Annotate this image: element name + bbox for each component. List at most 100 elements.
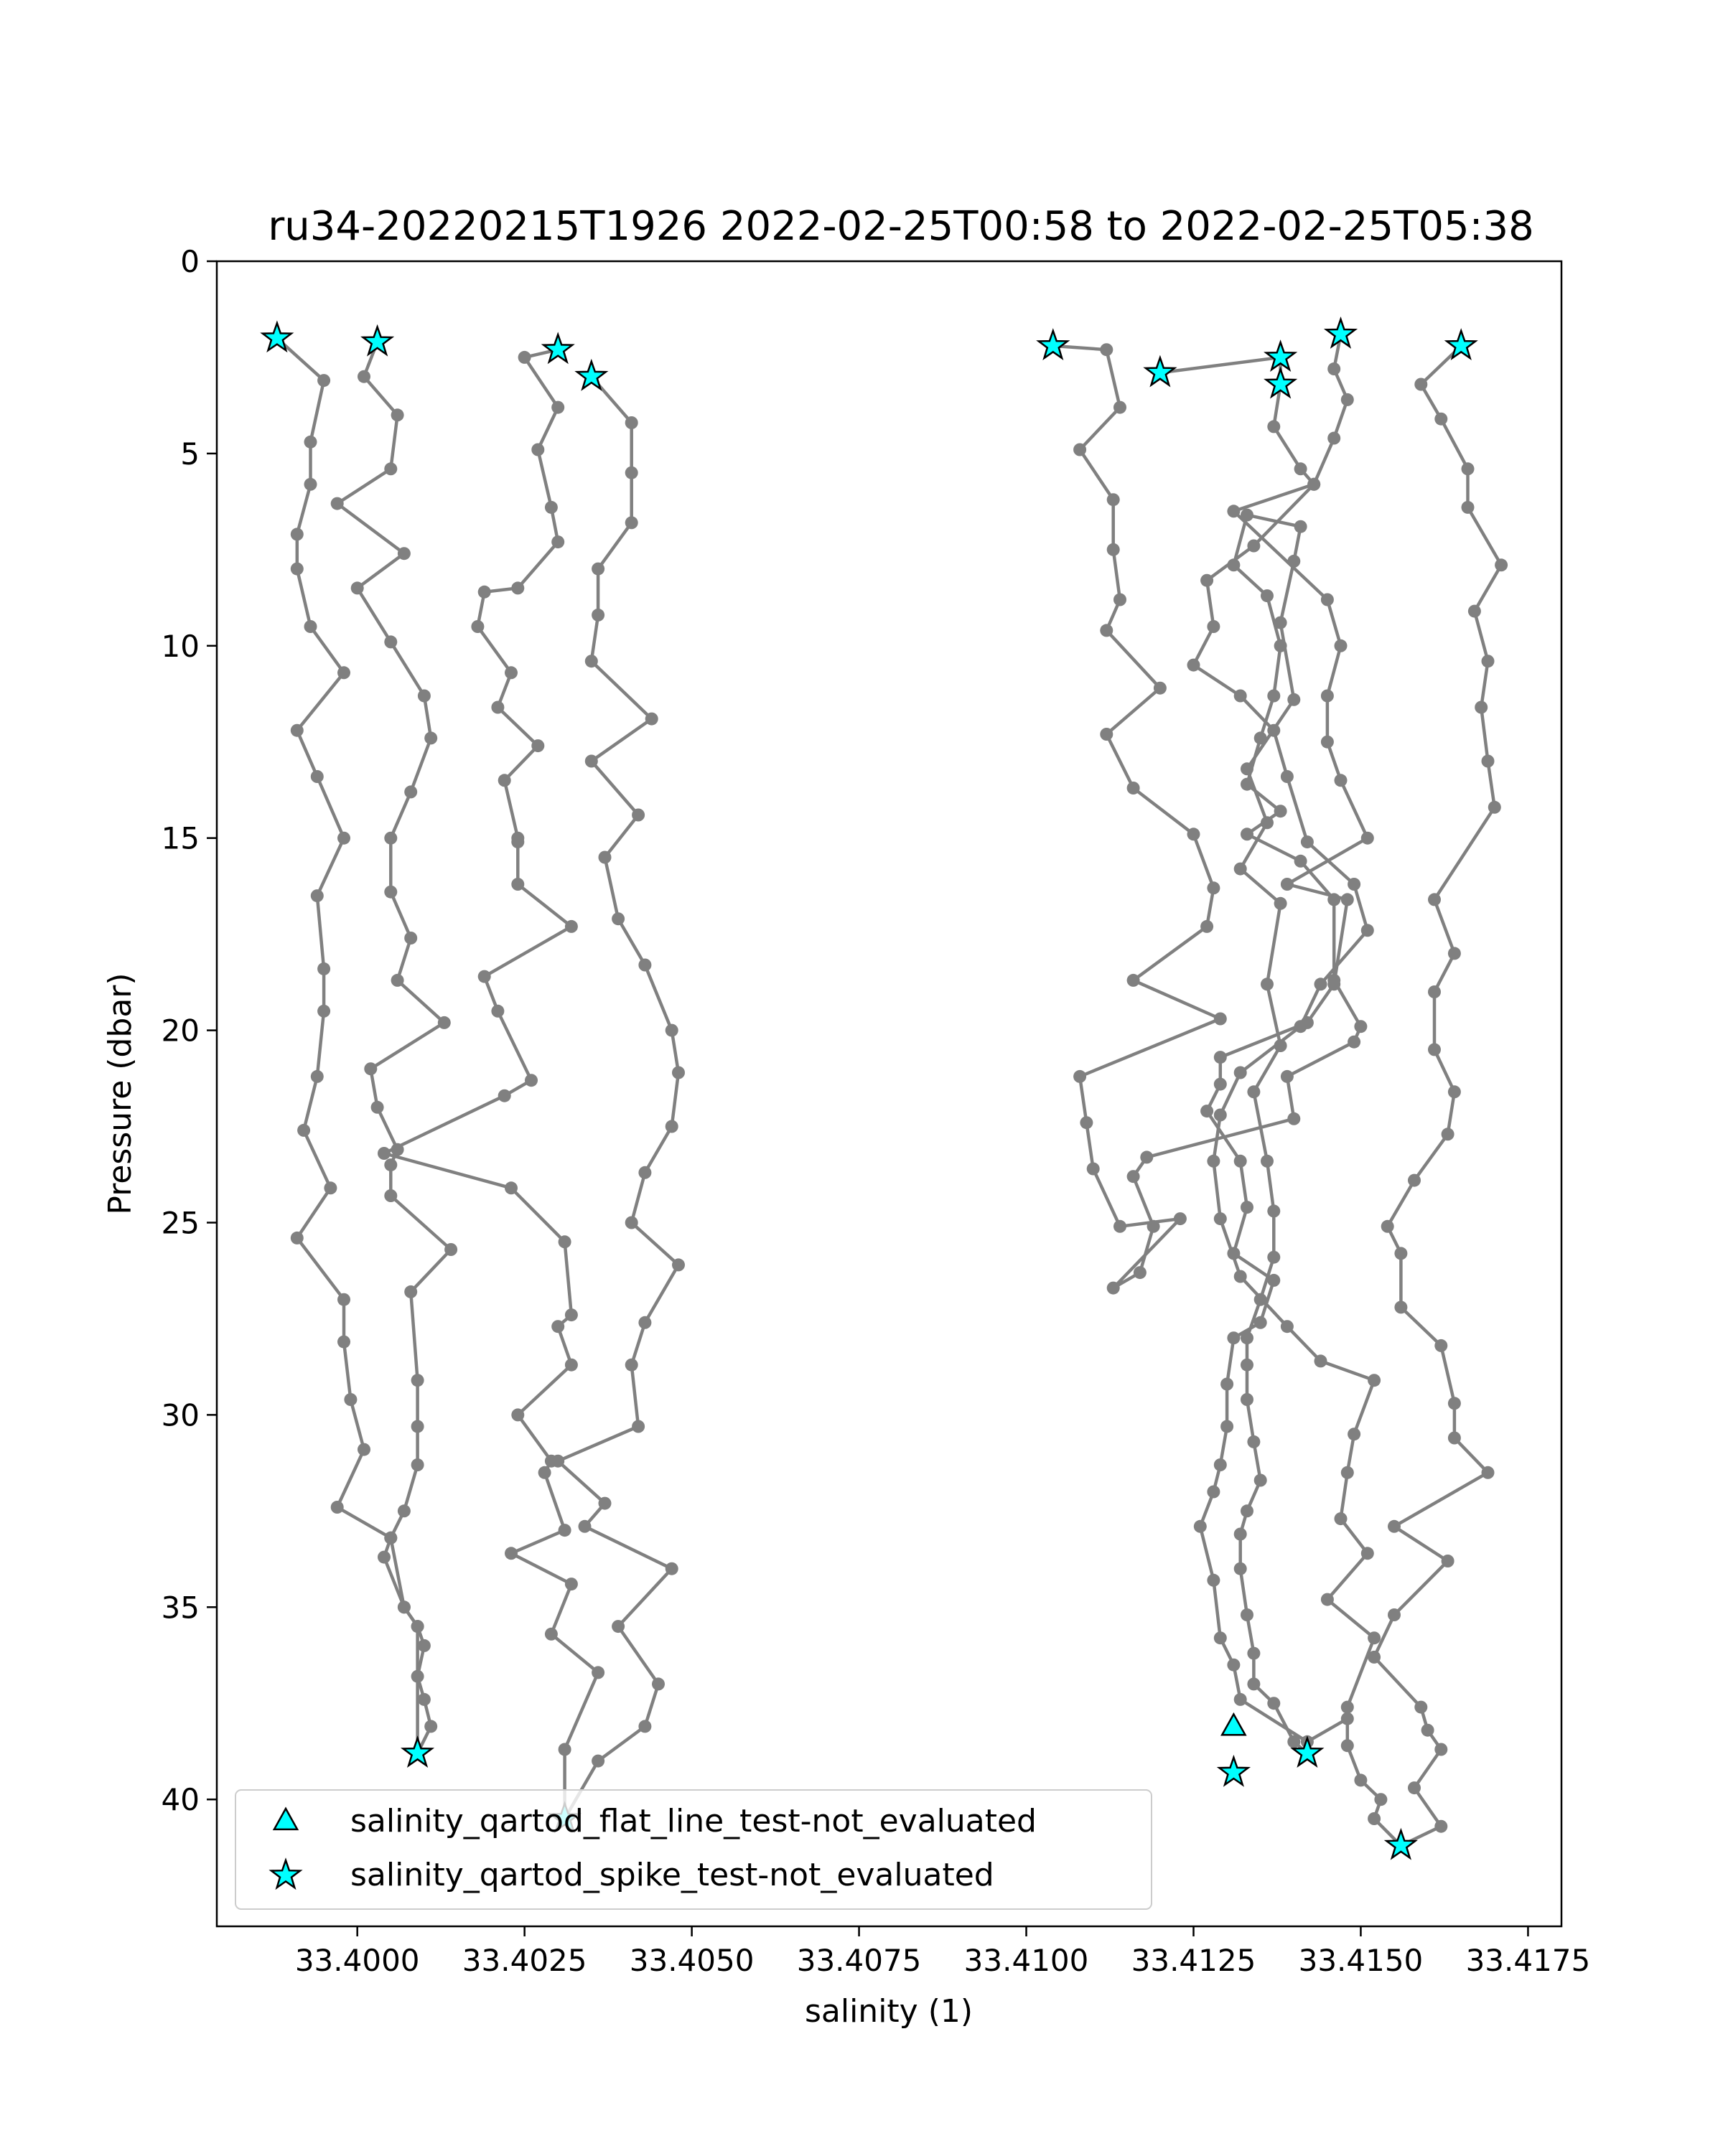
y-axis-ticks: 0 5 10 15 20 25 30 35 40 xyxy=(162,244,217,1817)
y-tick-label: 0 xyxy=(180,244,200,279)
data-point xyxy=(1113,593,1126,606)
data-point xyxy=(310,1069,324,1083)
data-point xyxy=(1220,1377,1234,1391)
data-point xyxy=(625,516,638,530)
data-point xyxy=(1327,978,1341,991)
x-tick-label: 33.4025 xyxy=(462,1943,587,1978)
data-point xyxy=(358,370,370,383)
data-point xyxy=(304,620,317,633)
data-point xyxy=(1428,985,1441,998)
data-point xyxy=(1368,1631,1381,1645)
data-point xyxy=(424,731,438,745)
data-point xyxy=(330,497,344,510)
data-point xyxy=(498,1089,511,1102)
data-point xyxy=(632,808,645,822)
data-point xyxy=(1307,477,1321,491)
data-point xyxy=(1348,1035,1361,1049)
y-tick-label: 20 xyxy=(162,1013,200,1049)
data-point xyxy=(1320,735,1334,749)
data-point xyxy=(330,1501,344,1514)
data-point xyxy=(477,585,491,599)
data-point xyxy=(672,1258,685,1272)
data-point xyxy=(1106,543,1120,556)
data-point xyxy=(344,1393,358,1406)
data-point xyxy=(1213,1212,1227,1226)
data-point xyxy=(1267,689,1281,703)
data-point xyxy=(665,1562,678,1575)
data-point xyxy=(404,785,418,799)
data-point xyxy=(625,1216,638,1229)
data-point xyxy=(384,1531,398,1545)
data-point xyxy=(592,1666,605,1679)
data-point xyxy=(1287,1112,1301,1125)
data-point xyxy=(1294,520,1307,533)
data-point xyxy=(404,932,418,945)
data-point xyxy=(558,1743,571,1756)
data-point xyxy=(638,1720,652,1733)
data-point xyxy=(511,1408,525,1422)
data-point xyxy=(411,1374,424,1387)
profile-line-4 xyxy=(556,375,681,1820)
data-point xyxy=(1100,624,1113,637)
data-point xyxy=(1187,828,1200,841)
data-point xyxy=(1481,655,1495,668)
data-point xyxy=(337,666,350,680)
data-point xyxy=(1274,616,1287,629)
data-point xyxy=(384,1189,398,1202)
data-point xyxy=(1368,1374,1381,1387)
data-point xyxy=(1241,508,1253,522)
data-point xyxy=(544,500,558,514)
y-axis-label: Pressure (dbar) xyxy=(102,972,139,1214)
data-point xyxy=(544,1627,558,1641)
data-point xyxy=(1233,1562,1247,1575)
data-point xyxy=(310,889,324,903)
data-point xyxy=(564,919,578,933)
data-point xyxy=(1233,1154,1247,1168)
data-point xyxy=(1294,854,1307,868)
data-point xyxy=(1414,1700,1428,1714)
data-point xyxy=(1241,1331,1253,1345)
data-point xyxy=(525,1074,538,1087)
data-point xyxy=(531,443,545,456)
data-point xyxy=(1327,362,1341,375)
data-point xyxy=(638,1316,652,1329)
legend-label-flat-line: salinity_qartod_flat_line_test-not_evalu… xyxy=(350,1803,1037,1839)
data-point xyxy=(1314,978,1327,991)
data-point xyxy=(1207,620,1220,633)
data-point xyxy=(1187,658,1200,672)
data-point xyxy=(612,912,625,926)
data-point xyxy=(1261,978,1274,991)
data-point xyxy=(564,1358,578,1372)
data-point xyxy=(1434,1743,1448,1756)
data-point xyxy=(397,547,411,561)
data-point xyxy=(391,973,404,987)
data-point xyxy=(1434,1339,1448,1352)
data-point xyxy=(1207,1485,1220,1499)
data-point xyxy=(511,581,525,595)
data-point xyxy=(1280,770,1294,783)
data-point xyxy=(491,1004,505,1018)
data-point xyxy=(1193,1519,1207,1533)
data-point xyxy=(1227,505,1241,518)
data-point xyxy=(1334,1512,1348,1526)
x-tick-label: 33.4175 xyxy=(1466,1943,1591,1978)
data-point xyxy=(1241,762,1253,776)
data-point xyxy=(378,1550,391,1564)
data-point xyxy=(551,1454,565,1468)
data-point xyxy=(417,689,431,703)
y-tick-label: 40 xyxy=(162,1782,200,1817)
x-axis-label: salinity (1) xyxy=(805,1993,973,2030)
data-point xyxy=(397,1600,411,1614)
data-point xyxy=(290,723,304,737)
y-tick-label: 30 xyxy=(162,1397,200,1433)
data-point xyxy=(1481,1466,1495,1479)
data-point xyxy=(364,1062,378,1076)
data-point xyxy=(1340,1739,1354,1753)
spike-test-star-marker xyxy=(1323,316,1358,349)
data-point xyxy=(1267,1273,1281,1287)
data-point xyxy=(1428,1043,1441,1056)
data-point xyxy=(1421,1723,1434,1737)
data-point xyxy=(1140,1150,1154,1164)
data-point xyxy=(1241,1393,1253,1406)
data-point xyxy=(1080,1116,1093,1130)
